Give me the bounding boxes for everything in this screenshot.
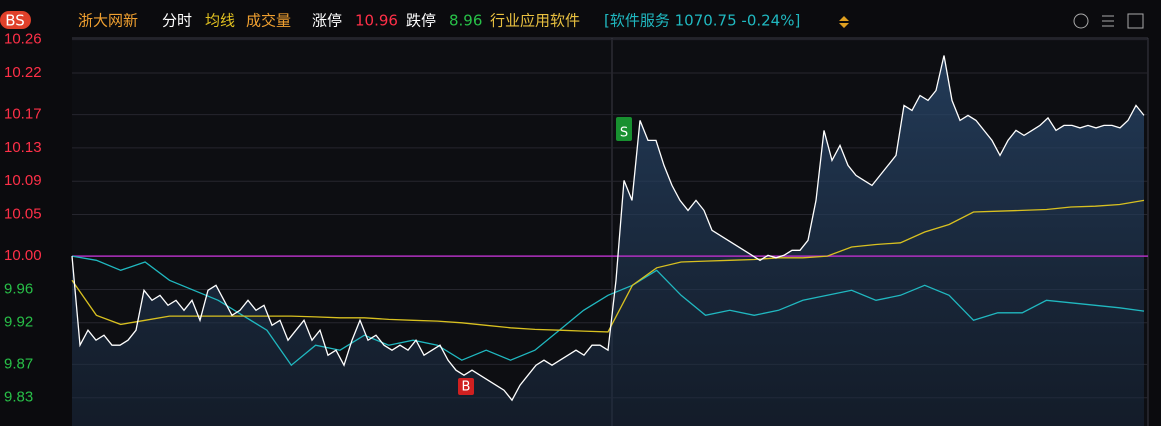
- limit-down: 8.96: [449, 12, 482, 30]
- y-tick-label: 10.26: [4, 31, 42, 48]
- buy-marker[interactable]: [458, 378, 474, 395]
- buy-label[interactable]: B: [462, 380, 471, 395]
- icon-up[interactable]: [1073, 13, 1089, 29]
- icon-window[interactable]: [1127, 13, 1144, 29]
- limit-down-label: 跌停: [406, 12, 436, 30]
- y-tick-label: 10.13: [4, 139, 42, 156]
- sell-marker[interactable]: [616, 117, 632, 141]
- series-layer: [71, 39, 1148, 426]
- industry[interactable]: 行业应用软件: [490, 12, 580, 30]
- stock-name: 浙大网新: [78, 12, 138, 30]
- badge[interactable]: BS: [5, 12, 25, 30]
- y-tick-label: 9.87: [4, 355, 33, 372]
- icon-menu[interactable]: [1102, 15, 1114, 27]
- series-line: [71, 55, 1145, 402]
- tab[interactable]: 成交量: [246, 12, 291, 30]
- y-tick-label: 10.05: [4, 205, 42, 222]
- badge-bg[interactable]: [0, 11, 31, 29]
- y-tick-label: 9.83: [4, 389, 33, 406]
- y-tick-label: 10.17: [4, 106, 42, 123]
- y-tick-label: 9.92: [4, 314, 33, 331]
- series-line: [71, 199, 1145, 333]
- y-tick-label: 10.09: [4, 172, 42, 189]
- sell-label[interactable]: S: [620, 126, 628, 141]
- tab[interactable]: 分时: [162, 12, 192, 30]
- series-line: [71, 255, 1145, 367]
- y-tick-label: 10.22: [4, 64, 42, 81]
- y-tick-label: 10.00: [4, 247, 42, 264]
- toggle-icon[interactable]: [839, 16, 849, 28]
- sector[interactable]: [软件服务 1070.75 -0.24%]: [604, 12, 800, 30]
- limit-up-label: 涨停: [312, 12, 342, 30]
- tab[interactable]: 均线: [205, 12, 235, 30]
- limit-up: 10.96: [355, 12, 398, 30]
- price-area: [72, 55, 1144, 426]
- y-tick-label: 9.96: [4, 280, 33, 297]
